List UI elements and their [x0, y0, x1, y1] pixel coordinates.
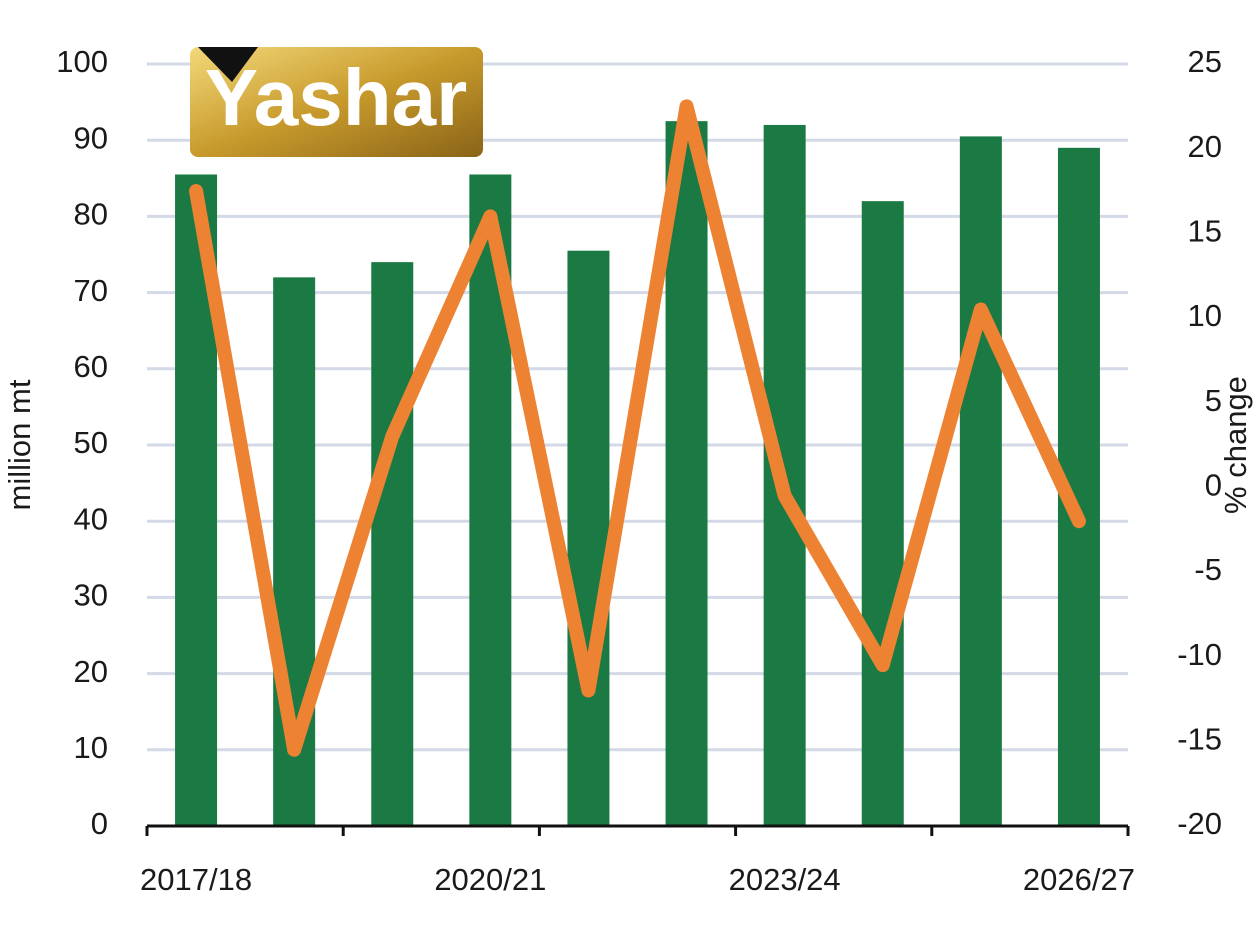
- y2-tick-label: 10: [1188, 298, 1222, 333]
- y-tick-label: 50: [74, 425, 108, 460]
- x-tick-label: 2026/27: [1023, 862, 1135, 897]
- y-tick-label: 30: [74, 578, 108, 613]
- bar: [959, 136, 1002, 826]
- logo-triangle: [198, 47, 258, 82]
- plot: 0 10 20 30 40 50 60 70 80 90 100 -20 -15 -10 -5 0 5 10 15 2…: [56, 44, 1222, 897]
- line: [189, 99, 1086, 757]
- y2-tick-label: 5: [1205, 383, 1222, 418]
- y-tick-label: 0: [91, 806, 108, 841]
- y-tick-label: 10: [74, 730, 108, 765]
- y2-tick-label: 0: [1205, 468, 1222, 503]
- y-tick-label: 60: [74, 349, 108, 384]
- y-tick-label: 70: [74, 273, 108, 308]
- x-tick-label: 2020/21: [434, 862, 546, 897]
- x-tick-label: 2023/24: [729, 862, 841, 897]
- y2-tick-label: 15: [1188, 214, 1222, 249]
- y-tick-label: 20: [74, 654, 108, 689]
- bar: [567, 250, 610, 826]
- y-axis-label: million mt: [2, 379, 37, 510]
- y2-tick-label: 20: [1188, 129, 1222, 164]
- y2-axis-label: % change: [1218, 376, 1253, 514]
- y2-tick-label: -10: [1177, 637, 1222, 672]
- logo-badge: [190, 47, 483, 157]
- y-tick-label: 90: [74, 120, 108, 155]
- y2-tick-label: 25: [1188, 44, 1222, 79]
- logo-text: Yashar: [205, 53, 467, 142]
- y-tick-label: 80: [74, 197, 108, 232]
- y2-tick-label: -15: [1177, 722, 1222, 757]
- bar: [371, 262, 414, 826]
- logo: Yashar: [190, 47, 483, 157]
- y2-tick-label: -20: [1177, 806, 1222, 841]
- y-tick-label: 100: [56, 44, 108, 79]
- bar: [665, 121, 708, 826]
- x-tick-label: 2017/18: [140, 862, 252, 897]
- y-tick-label: 40: [74, 501, 108, 536]
- y2-tick-label: -5: [1194, 552, 1222, 587]
- bar: [861, 201, 904, 826]
